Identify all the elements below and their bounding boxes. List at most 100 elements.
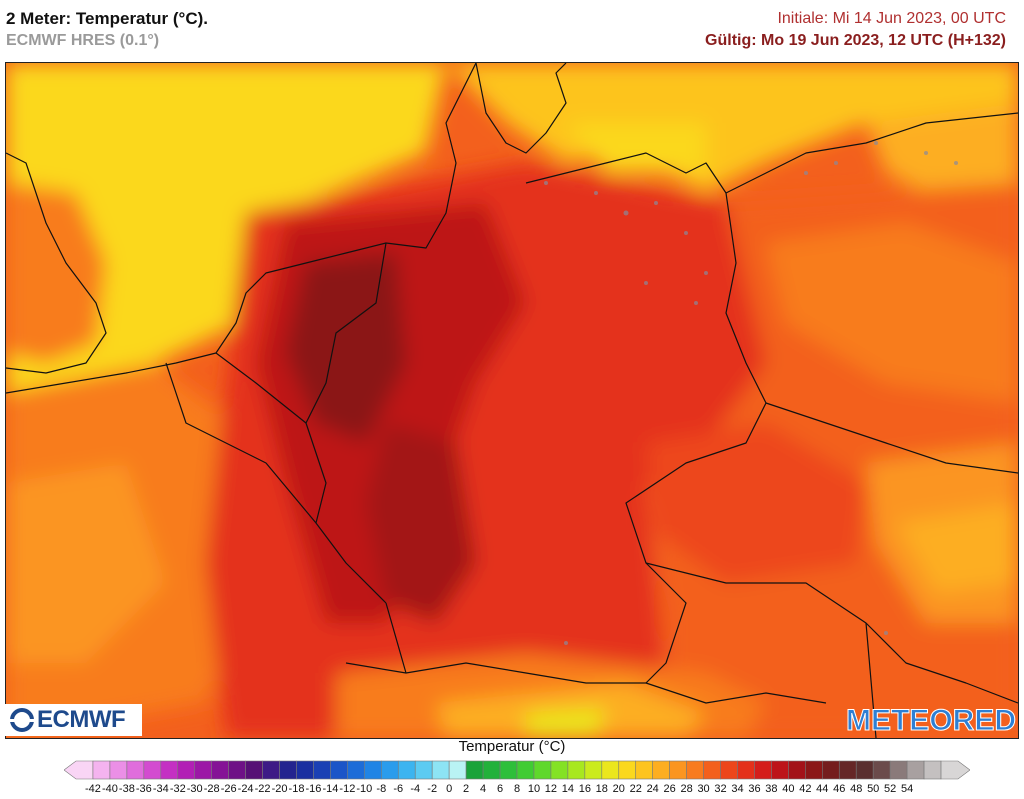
legend-swatch — [109, 760, 128, 780]
legend-swatch — [177, 760, 196, 780]
ecmwf-logo-text: ECMWF — [37, 706, 126, 733]
legend-tick-label: -14 — [322, 783, 339, 795]
legend-tick-label: 4 — [480, 783, 487, 795]
legend-tick-label: -32 — [169, 783, 186, 795]
legend-tick-label: 24 — [646, 783, 659, 795]
header-left: 2 Meter: Temperatur (°C). ECMWF HRES (0.… — [6, 8, 208, 52]
legend-tick-label: 0 — [446, 783, 453, 795]
valid-time: Gültig: Mo 19 Jun 2023, 12 UTC (H+132) — [705, 32, 1006, 49]
legend-tick-label: -24 — [237, 783, 254, 795]
ecmwf-ring-icon — [10, 708, 34, 732]
legend-swatch — [720, 760, 738, 780]
legend-tick-label: 38 — [765, 783, 778, 795]
legend-tick-label: -22 — [254, 783, 271, 795]
legend-swatch — [347, 760, 365, 780]
legend-swatch — [788, 760, 806, 780]
legend-swatch — [567, 760, 586, 780]
temperature-zones — [6, 63, 1018, 738]
legend-swatch — [92, 760, 111, 780]
legend-swatch — [431, 760, 450, 780]
legend-swatch — [64, 760, 94, 780]
legend-swatch — [194, 760, 212, 780]
legend-swatch — [381, 760, 399, 780]
legend-swatch — [805, 760, 823, 780]
legend-swatch — [330, 760, 348, 780]
legend-swatch — [855, 760, 874, 780]
legend-tick-label: -6 — [393, 783, 404, 795]
legend-swatch — [686, 760, 704, 780]
legend-tick-label: 32 — [714, 783, 727, 795]
legend-swatch — [228, 760, 246, 780]
legend-swatch — [245, 760, 263, 780]
legend-swatch — [923, 760, 942, 780]
borders — [6, 63, 1018, 738]
initial-time: Initiale: Mi 14 Jun 2023, 00 UTC — [777, 10, 1006, 27]
legend-tick-label: 50 — [867, 783, 880, 795]
legend-swatch — [533, 760, 552, 780]
legend-tick-label: 12 — [544, 783, 558, 795]
legend-swatch — [211, 760, 229, 780]
legend-swatch — [771, 760, 789, 780]
legend-tick-label: -12 — [339, 783, 356, 795]
legend-swatch — [635, 760, 653, 780]
legend-swatch — [601, 760, 620, 780]
legend-tick-label: -10 — [356, 783, 373, 795]
legend-tick-label: 26 — [663, 783, 676, 795]
legend-tick-label: 14 — [561, 783, 574, 795]
legend-swatch — [584, 760, 603, 780]
legend-swatch — [618, 760, 637, 780]
legend-tick-label: -28 — [203, 783, 220, 795]
legend-swatch — [364, 760, 382, 780]
legend-tick-label: 40 — [782, 783, 795, 795]
legend-tick-label: -36 — [135, 783, 152, 795]
legend-tick-label: 18 — [595, 783, 608, 795]
legend-tick-label: -26 — [220, 783, 237, 795]
legend-tick-labels: -42 -40 -38 -36 -34 -32 -30 -28 -26 -24 -22 -20 -18-… — [0, 781, 1024, 799]
legend-swatch — [126, 760, 145, 780]
legend-swatch — [737, 760, 755, 780]
legend-tick-label: 6 — [496, 783, 504, 795]
model-label: ECMWF HRES (0.1°) — [6, 32, 160, 49]
legend-swatch — [313, 760, 331, 780]
lakes — [544, 141, 958, 645]
legend-swatch — [414, 760, 433, 780]
legend-tick-label: -8 — [376, 783, 387, 795]
legend-tick-label: -30 — [186, 783, 203, 795]
legend-swatch — [279, 760, 297, 780]
legend-swatch — [482, 760, 501, 780]
legend-tick-label: 2 — [463, 783, 470, 795]
legend-swatches — [64, 760, 970, 780]
legend-tick-label: -2 — [427, 783, 438, 795]
legend-swatch — [940, 760, 970, 780]
legend-tick-label: 16 — [578, 783, 591, 795]
legend-tick-label: 52 — [884, 783, 897, 795]
legend-swatch — [906, 760, 925, 780]
legend-swatch — [499, 760, 518, 780]
legend-tick-label: 42 — [799, 783, 812, 795]
legend-swatch — [160, 760, 179, 780]
legend-swatch — [143, 760, 162, 780]
map-title: 2 Meter: Temperatur (°C). — [6, 9, 209, 28]
legend-tick-label: -34 — [152, 783, 169, 795]
legend-swatch — [838, 760, 857, 780]
legend-swatch — [872, 760, 891, 780]
legend-tick-label: 10 — [527, 783, 541, 795]
legend-swatch — [889, 760, 908, 780]
legend-tick-label: 30 — [697, 783, 710, 795]
legend-tick-label: -18 — [288, 783, 305, 795]
legend-tick-label: 48 — [850, 783, 863, 795]
legend-swatch — [703, 760, 721, 780]
legend-tick-label: -40 — [101, 783, 118, 795]
legend-tick-label: -42 — [85, 783, 101, 795]
legend-tick-label: 36 — [748, 783, 761, 795]
legend-swatch — [516, 760, 535, 780]
legend-swatch — [754, 760, 772, 780]
legend-tick-label: 20 — [612, 783, 625, 795]
legend-tick-label: -16 — [305, 783, 322, 795]
legend-tick-label: -38 — [118, 783, 135, 795]
temperature-map[interactable] — [5, 62, 1019, 739]
legend-swatch — [652, 760, 670, 780]
legend-swatch — [296, 760, 314, 780]
legend-swatch — [550, 760, 569, 780]
legend-color-bar — [64, 760, 970, 780]
